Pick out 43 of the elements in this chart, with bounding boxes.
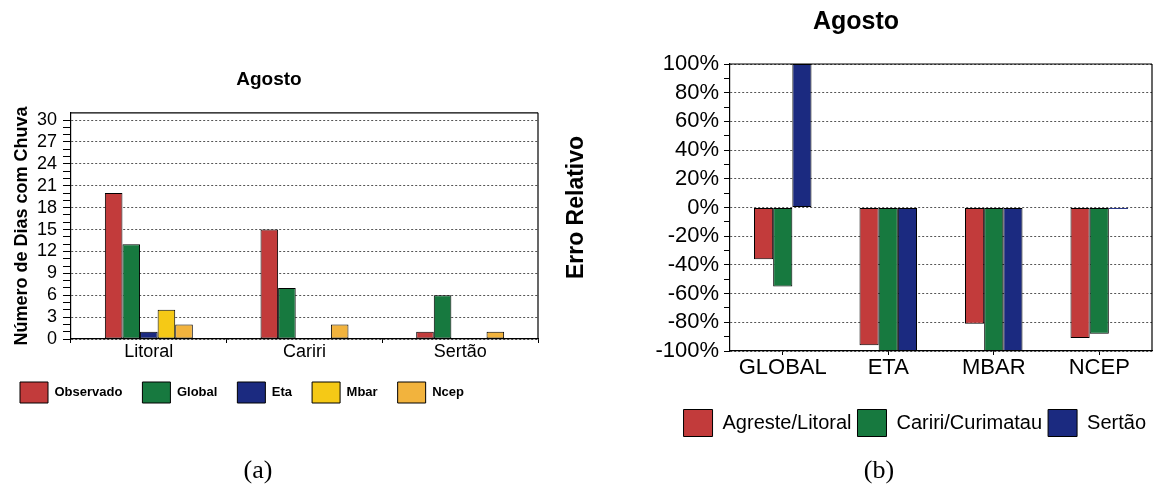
text: (a) (243, 455, 273, 484)
y-tick-label: 0% (687, 193, 719, 219)
y-tick-label: 24 (36, 152, 57, 173)
y-tick-label: 100% (662, 50, 719, 76)
y-tick-label: 6 (46, 284, 57, 305)
x-tick-label: Sertão (433, 340, 487, 361)
legend-label: Mbar (346, 384, 378, 400)
text: (b) (863, 455, 895, 484)
x-tick-label: Litoral (124, 340, 174, 361)
y-tick-label: 9 (46, 262, 57, 283)
y-tick-label: 40% (674, 136, 719, 162)
y-tick-label: 60% (674, 107, 719, 133)
y-tick-label: 27 (36, 130, 57, 151)
x-tick-label: MBAR (961, 354, 1026, 380)
y-tick-label: -80% (667, 308, 719, 334)
y-tick-label: 30 (36, 109, 57, 130)
y-tick-label: -40% (667, 250, 719, 276)
chart-title: Agosto (236, 67, 302, 89)
legend-label: Agreste/Litoral (722, 410, 852, 433)
y-tick-label: 21 (36, 174, 57, 195)
y-tick-label: 20% (674, 164, 719, 190)
x-tick-label: Cariri (283, 340, 326, 361)
y-tick-label: -100% (655, 337, 719, 363)
legend-label: Cariri/Curimatau (896, 410, 1043, 433)
legend-label: Ncep (432, 384, 464, 400)
y-tick-label: -20% (667, 222, 719, 248)
chart-title: Agosto (812, 5, 900, 34)
y-tick-label: 80% (674, 78, 719, 104)
x-tick-label: NCEP (1068, 354, 1130, 380)
legend-label: Eta (271, 384, 293, 400)
legend-label: Sertão (1087, 410, 1147, 433)
y-axis-title: Número de Dias com Chuva (10, 105, 31, 346)
y-tick-label: -60% (667, 279, 719, 305)
x-tick-label: ETA (867, 354, 910, 380)
y-axis-title: Erro Relativo (562, 135, 589, 280)
y-tick-label: 0 (46, 327, 57, 348)
y-tick-label: 15 (36, 218, 57, 239)
legend-label: Observado (54, 384, 123, 400)
y-tick-label: 18 (36, 196, 57, 217)
x-tick-label: GLOBAL (738, 354, 827, 380)
y-tick-label: 12 (36, 240, 57, 261)
y-tick-label: 3 (46, 306, 57, 327)
legend-label: Global (176, 384, 218, 400)
